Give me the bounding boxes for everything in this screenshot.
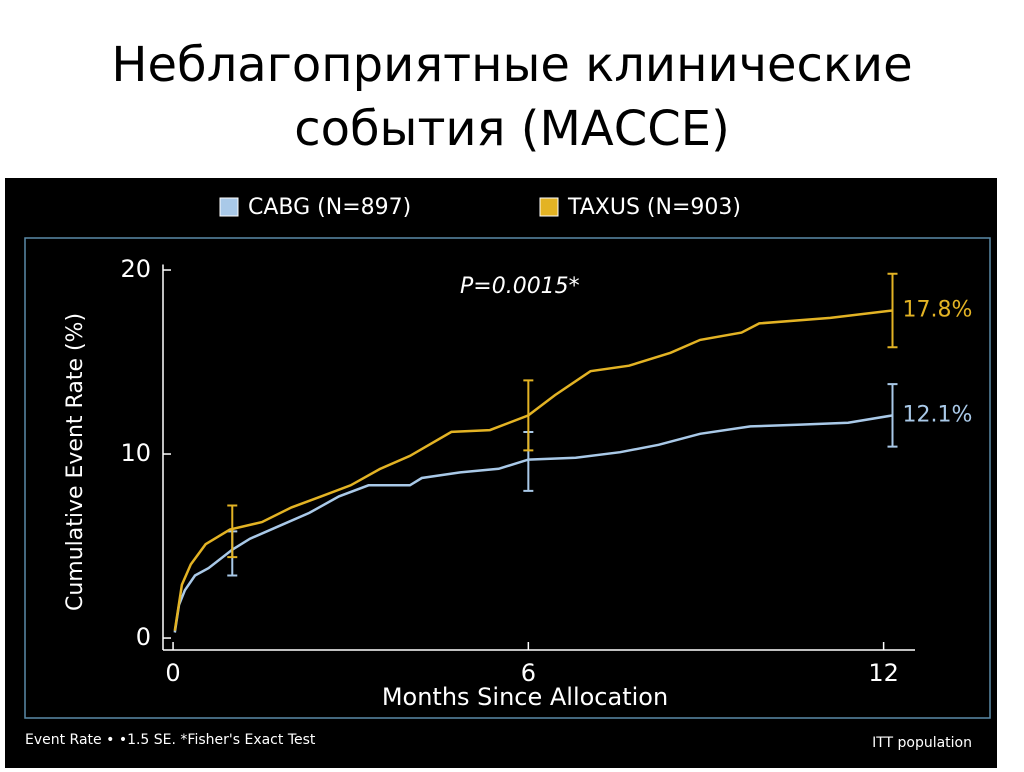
x-tick-label: 0	[165, 659, 180, 687]
p-value: P=0.0015*	[460, 274, 580, 299]
y-tick-label: 10	[120, 439, 151, 467]
error-bar	[887, 272, 898, 349]
legend-swatch	[219, 197, 239, 217]
x-tick-label: 6	[521, 659, 536, 687]
x-tick-label: 12	[868, 659, 899, 687]
title-line: события (МАССЕ)	[294, 101, 730, 157]
y-axis-label: Cumulative Event Rate (%)	[63, 313, 88, 611]
title-line: Неблагоприятные клинические	[111, 37, 912, 93]
error-bar	[523, 379, 534, 452]
plot-frame	[24, 237, 991, 719]
legend-label: TAXUS (N=903)	[567, 195, 741, 220]
footnote: Event Rate • •1.5 SE. *Fisher's Exact Te…	[25, 732, 316, 748]
end-label: 12.1%	[902, 402, 972, 427]
footnote: ITT population	[872, 735, 972, 751]
end-label: 17.8%	[902, 298, 972, 323]
legend-label: CABG (N=897)	[248, 195, 411, 220]
x-axis-label: Months Since Allocation	[382, 683, 668, 711]
error-bar	[887, 383, 898, 448]
legend-swatch	[539, 197, 559, 217]
y-tick-label: 0	[136, 623, 151, 651]
series-line	[173, 309, 893, 631]
series-line	[173, 414, 893, 633]
y-tick-label: 20	[120, 255, 151, 283]
error-bar	[227, 504, 238, 559]
chart-panel	[5, 178, 997, 768]
